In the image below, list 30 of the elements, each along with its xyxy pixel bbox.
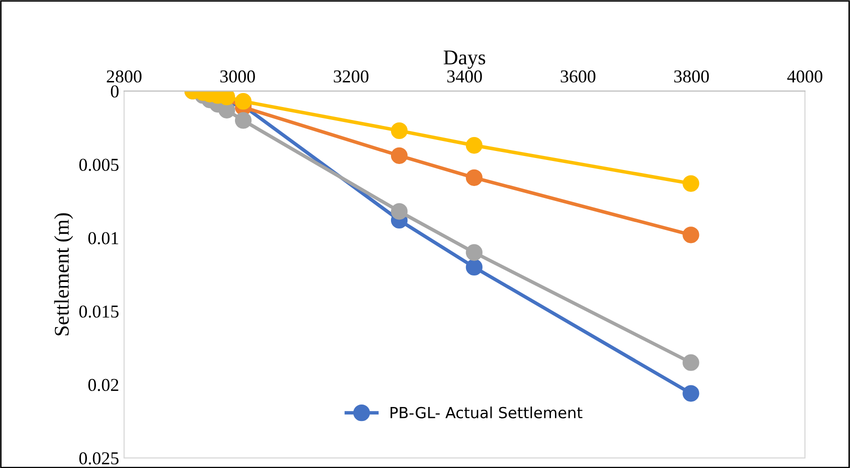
legend-label: PB-GL- Actual Settlement xyxy=(390,406,582,418)
x-tick-label: 3000 xyxy=(220,70,255,83)
y-tick-label: 0.005 xyxy=(79,158,119,171)
point xyxy=(466,169,483,186)
y-tick-label: 0.025 xyxy=(79,452,119,465)
point xyxy=(390,147,408,164)
y-tick-label: 0 xyxy=(110,85,119,98)
x-tick-label: 3600 xyxy=(560,70,596,83)
point xyxy=(390,203,408,220)
x-tick-label: 3200 xyxy=(334,70,368,83)
y-tick-label: 0.01 xyxy=(88,232,118,244)
point xyxy=(682,175,700,192)
point xyxy=(682,226,700,244)
point xyxy=(218,102,236,118)
x-axis-title: Days xyxy=(444,50,486,69)
point xyxy=(682,385,700,402)
x-tick-label: 2800 xyxy=(106,70,142,83)
point xyxy=(466,137,483,154)
y-tick-label: 0.015 xyxy=(79,305,119,318)
point xyxy=(682,354,700,371)
point xyxy=(466,258,483,276)
x-tick-label: 3800 xyxy=(674,70,709,83)
x-tick-label: 4000 xyxy=(787,70,822,83)
point xyxy=(390,122,408,140)
point xyxy=(234,112,252,129)
point xyxy=(466,244,483,261)
y-tick-label: 0.02 xyxy=(88,378,118,392)
point xyxy=(234,93,252,110)
y-axis-title: Settlement (m) xyxy=(54,213,74,336)
x-tick-label: 3400 xyxy=(447,70,482,83)
